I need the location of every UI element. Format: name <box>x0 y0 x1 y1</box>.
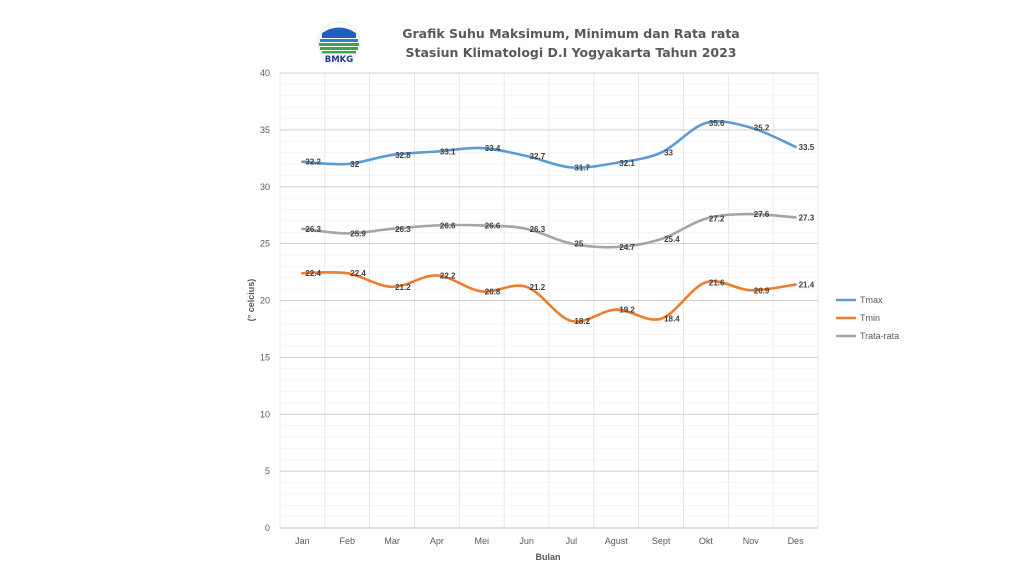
logo-green-band-2 <box>320 47 358 50</box>
data-label: 33.4 <box>485 144 501 153</box>
data-label: 27.3 <box>799 213 815 222</box>
y-tick-label: 35 <box>260 125 270 135</box>
data-label: 26.3 <box>305 225 321 234</box>
logo-middle-band <box>320 39 358 42</box>
data-label: 18.4 <box>664 315 680 324</box>
x-tick-label: Agust <box>605 536 629 546</box>
x-axis-title: Bulan <box>535 552 560 562</box>
data-label: 32.7 <box>530 152 546 161</box>
data-label: 25.9 <box>350 229 366 238</box>
data-label: 35.2 <box>754 124 770 133</box>
x-tick-label: Feb <box>339 536 355 546</box>
x-tick-label: Jan <box>295 536 310 546</box>
chart-subtitle: Stasiun Klimatologi D.I Yogyakarta Tahun… <box>405 45 736 60</box>
data-label: 32.8 <box>395 151 411 160</box>
data-label: 27.6 <box>754 210 770 219</box>
x-tick-label: Mar <box>384 536 400 546</box>
data-label: 33 <box>664 149 673 158</box>
x-tick-label: Sept <box>652 536 671 546</box>
data-label: 26.6 <box>485 221 501 230</box>
data-label: 32.2 <box>305 158 321 167</box>
y-tick-label: 25 <box>260 239 270 249</box>
x-tick-label: Okt <box>699 536 714 546</box>
y-axis-title: (° celcius) <box>246 279 256 322</box>
data-label: 27.2 <box>709 215 725 224</box>
y-tick-label: 10 <box>260 409 270 419</box>
logo-text: BMKG <box>325 55 354 65</box>
data-label: 21.2 <box>395 283 411 292</box>
x-tick-label: Mei <box>474 536 489 546</box>
y-tick-label: 0 <box>265 523 270 533</box>
data-label: 32.1 <box>619 159 635 168</box>
data-label: 20.8 <box>485 287 501 296</box>
data-label: 25.4 <box>664 235 680 244</box>
gridlines <box>279 72 819 529</box>
data-label: 21.6 <box>709 278 725 287</box>
y-tick-label: 5 <box>265 466 270 476</box>
data-label: 22.4 <box>350 269 366 278</box>
data-label: 22.4 <box>305 269 321 278</box>
logo-green-band-3 <box>322 51 356 54</box>
data-label: 33.1 <box>440 147 456 156</box>
data-label: 24.7 <box>619 243 635 252</box>
x-tick-label: Des <box>788 536 805 546</box>
data-label: 25 <box>574 240 583 249</box>
data-labels: 32.2 32 32.8 33.1 33.4 32.7 31.7 32.1 33 35.6 35.2… <box>305 119 814 326</box>
chart-title: Grafik Suhu Maksimum, Minimum dan Rata r… <box>402 26 739 41</box>
data-label: 32 <box>350 160 359 169</box>
data-label: 21.4 <box>799 281 815 290</box>
x-tick-label: Jul <box>566 536 578 546</box>
y-tick-label: 40 <box>260 68 270 78</box>
data-label: 26.3 <box>530 225 546 234</box>
legend: Tmax Tmin Trata-rata <box>836 295 899 341</box>
legend-label: Trata-rata <box>860 331 899 341</box>
x-tick-label: Apr <box>430 536 444 546</box>
y-tick-label: 20 <box>260 296 270 306</box>
data-label: 31.7 <box>574 163 590 172</box>
data-label: 33.5 <box>799 143 815 152</box>
data-label: 35.6 <box>709 119 725 128</box>
data-label: 22.2 <box>440 271 456 280</box>
legend-label: Tmin <box>860 313 880 323</box>
logo-top-band <box>322 27 356 38</box>
bmkg-logo: BMKG <box>317 21 361 65</box>
data-label: 26.6 <box>440 221 456 230</box>
x-tick-label: Nov <box>743 536 760 546</box>
series-line-tmax <box>301 120 797 169</box>
data-label: 20.9 <box>754 286 770 295</box>
series-line-trata-rata <box>301 212 797 249</box>
data-label: 26.3 <box>395 225 411 234</box>
y-tick-label: 15 <box>260 352 270 362</box>
series-lines <box>301 120 797 323</box>
legend-label: Tmax <box>860 295 883 305</box>
data-label: 18.2 <box>574 317 590 326</box>
data-label: 19.2 <box>619 306 635 315</box>
logo-green-band-1 <box>319 43 359 46</box>
data-label: 21.2 <box>530 283 546 292</box>
axes: 0 5 10 15 20 25 30 35 40 Jan Feb Mar Apr Mei Jun Jul Agu… <box>260 68 818 546</box>
y-tick-label: 30 <box>260 182 270 192</box>
series-line-tmin <box>301 270 797 323</box>
x-tick-label: Jun <box>519 536 534 546</box>
